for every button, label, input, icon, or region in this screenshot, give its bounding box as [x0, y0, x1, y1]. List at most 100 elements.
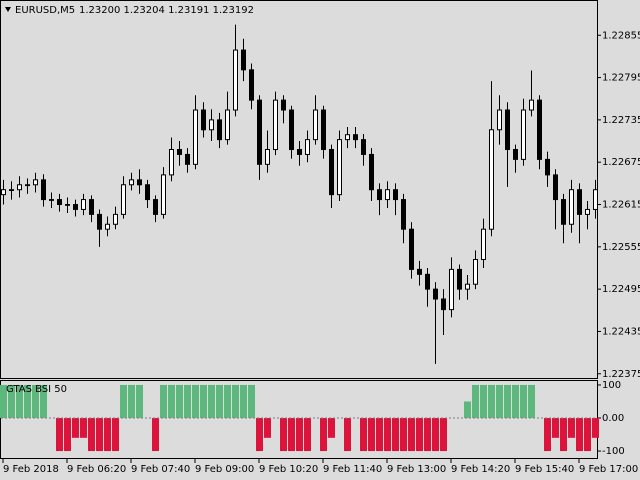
x-tick-label: 9 Feb 06:20: [67, 464, 126, 475]
candle-body: [1, 189, 6, 196]
candle-body: [577, 189, 582, 215]
x-tick-label: 9 Feb 14:20: [451, 464, 510, 475]
candle-body: [201, 109, 206, 131]
candle-body: [89, 199, 94, 215]
histogram-bar: [32, 384, 39, 419]
candle-body: [49, 199, 54, 201]
indicator-title: GTAS BSI 50: [6, 384, 67, 395]
candle-body: [385, 189, 390, 201]
candle-body: [409, 228, 414, 270]
candle-body: [553, 174, 558, 201]
histogram-bar: [192, 384, 199, 419]
candle-body: [169, 149, 174, 176]
candle-body: [569, 189, 574, 225]
histogram-bar: [504, 384, 511, 419]
histogram-bar: [424, 418, 431, 452]
histogram-bar: [80, 418, 87, 438]
histogram-bar: [72, 418, 79, 438]
histogram-bar: [568, 418, 575, 438]
histogram-bar: [224, 384, 231, 419]
histogram-bar: [256, 418, 263, 452]
candle-body: [193, 109, 198, 165]
y-tick-label: 1.22435: [602, 326, 640, 337]
y-tick-label: 1.22855: [602, 30, 640, 41]
candle-body: [41, 179, 46, 201]
x-tick-label: 9 Feb 17:00: [579, 464, 638, 475]
histogram-bar: [104, 418, 111, 452]
candle-body: [129, 179, 134, 186]
histogram-bar: [136, 384, 143, 419]
histogram-bar: [0, 384, 7, 419]
histogram-bar: [96, 418, 103, 452]
candle-body: [65, 204, 70, 206]
histogram-bar: [288, 418, 295, 452]
candle-body: [137, 179, 142, 186]
candle-body: [209, 119, 214, 131]
candle-body: [73, 204, 78, 210]
candle-body: [337, 139, 342, 196]
histogram-bar: [320, 418, 327, 452]
histogram-bar: [376, 418, 383, 452]
candle-body: [25, 184, 30, 187]
histogram-bar: [152, 418, 159, 452]
candle-body: [465, 283, 470, 290]
candle-body: [177, 149, 182, 155]
histogram-bar: [480, 384, 487, 419]
y-tick-label: 1.22375: [602, 369, 640, 380]
histogram-bar: [400, 418, 407, 452]
histogram-bar: [528, 384, 535, 419]
candle-body: [481, 228, 486, 261]
candle-body: [593, 189, 598, 210]
candle-body: [257, 99, 262, 165]
candle-body: [97, 213, 102, 230]
candle-body: [417, 268, 422, 275]
candle-body: [449, 268, 454, 311]
candle-body: [121, 184, 126, 215]
histogram-bar: [40, 384, 47, 419]
histogram-bar: [440, 418, 447, 452]
candle-body: [585, 208, 590, 215]
histogram-bar: [248, 384, 255, 419]
candle-body: [441, 298, 446, 311]
candle-body: [249, 69, 254, 101]
candle-body: [17, 184, 22, 191]
y-tick-label: 0.00: [602, 413, 624, 424]
x-tick-label: 9 Feb 07:40: [131, 464, 190, 475]
y-tick-label: 1.22795: [602, 73, 640, 84]
y-tick-label: 1.22495: [602, 284, 640, 295]
histogram-bar: [232, 384, 239, 419]
histogram-bar: [408, 418, 415, 452]
candle-body: [433, 288, 438, 300]
histogram-bar: [592, 418, 599, 438]
x-tick-label: 9 Feb 11:40: [323, 464, 382, 475]
histogram-bar: [240, 384, 247, 419]
candle-body: [321, 109, 326, 151]
x-tick-label: 9 Feb 2018: [3, 464, 59, 475]
histogram-bar: [88, 418, 95, 452]
histogram-bar: [176, 384, 183, 419]
candle-body: [33, 179, 38, 186]
candle-body: [521, 109, 526, 160]
candle-body: [241, 49, 246, 71]
histogram-bar: [264, 418, 271, 438]
histogram-bar: [488, 384, 495, 419]
histogram-bar: [392, 418, 399, 452]
candle-body: [297, 149, 302, 155]
candle-body: [313, 109, 318, 141]
candle-body: [537, 99, 542, 160]
histogram-bar: [520, 384, 527, 419]
candle-body: [81, 199, 86, 210]
candle-body: [369, 153, 374, 191]
x-tick-label: 9 Feb 10:20: [259, 464, 318, 475]
candle-body: [225, 109, 230, 141]
histogram-bar: [184, 384, 191, 419]
candle-body: [505, 109, 510, 151]
histogram-bar: [16, 384, 23, 419]
histogram-bar: [472, 384, 479, 419]
candle-body: [513, 149, 518, 160]
histogram-bar: [208, 384, 215, 419]
histogram-bar: [200, 384, 207, 419]
candle-body: [273, 99, 278, 151]
histogram-bar: [464, 401, 471, 419]
